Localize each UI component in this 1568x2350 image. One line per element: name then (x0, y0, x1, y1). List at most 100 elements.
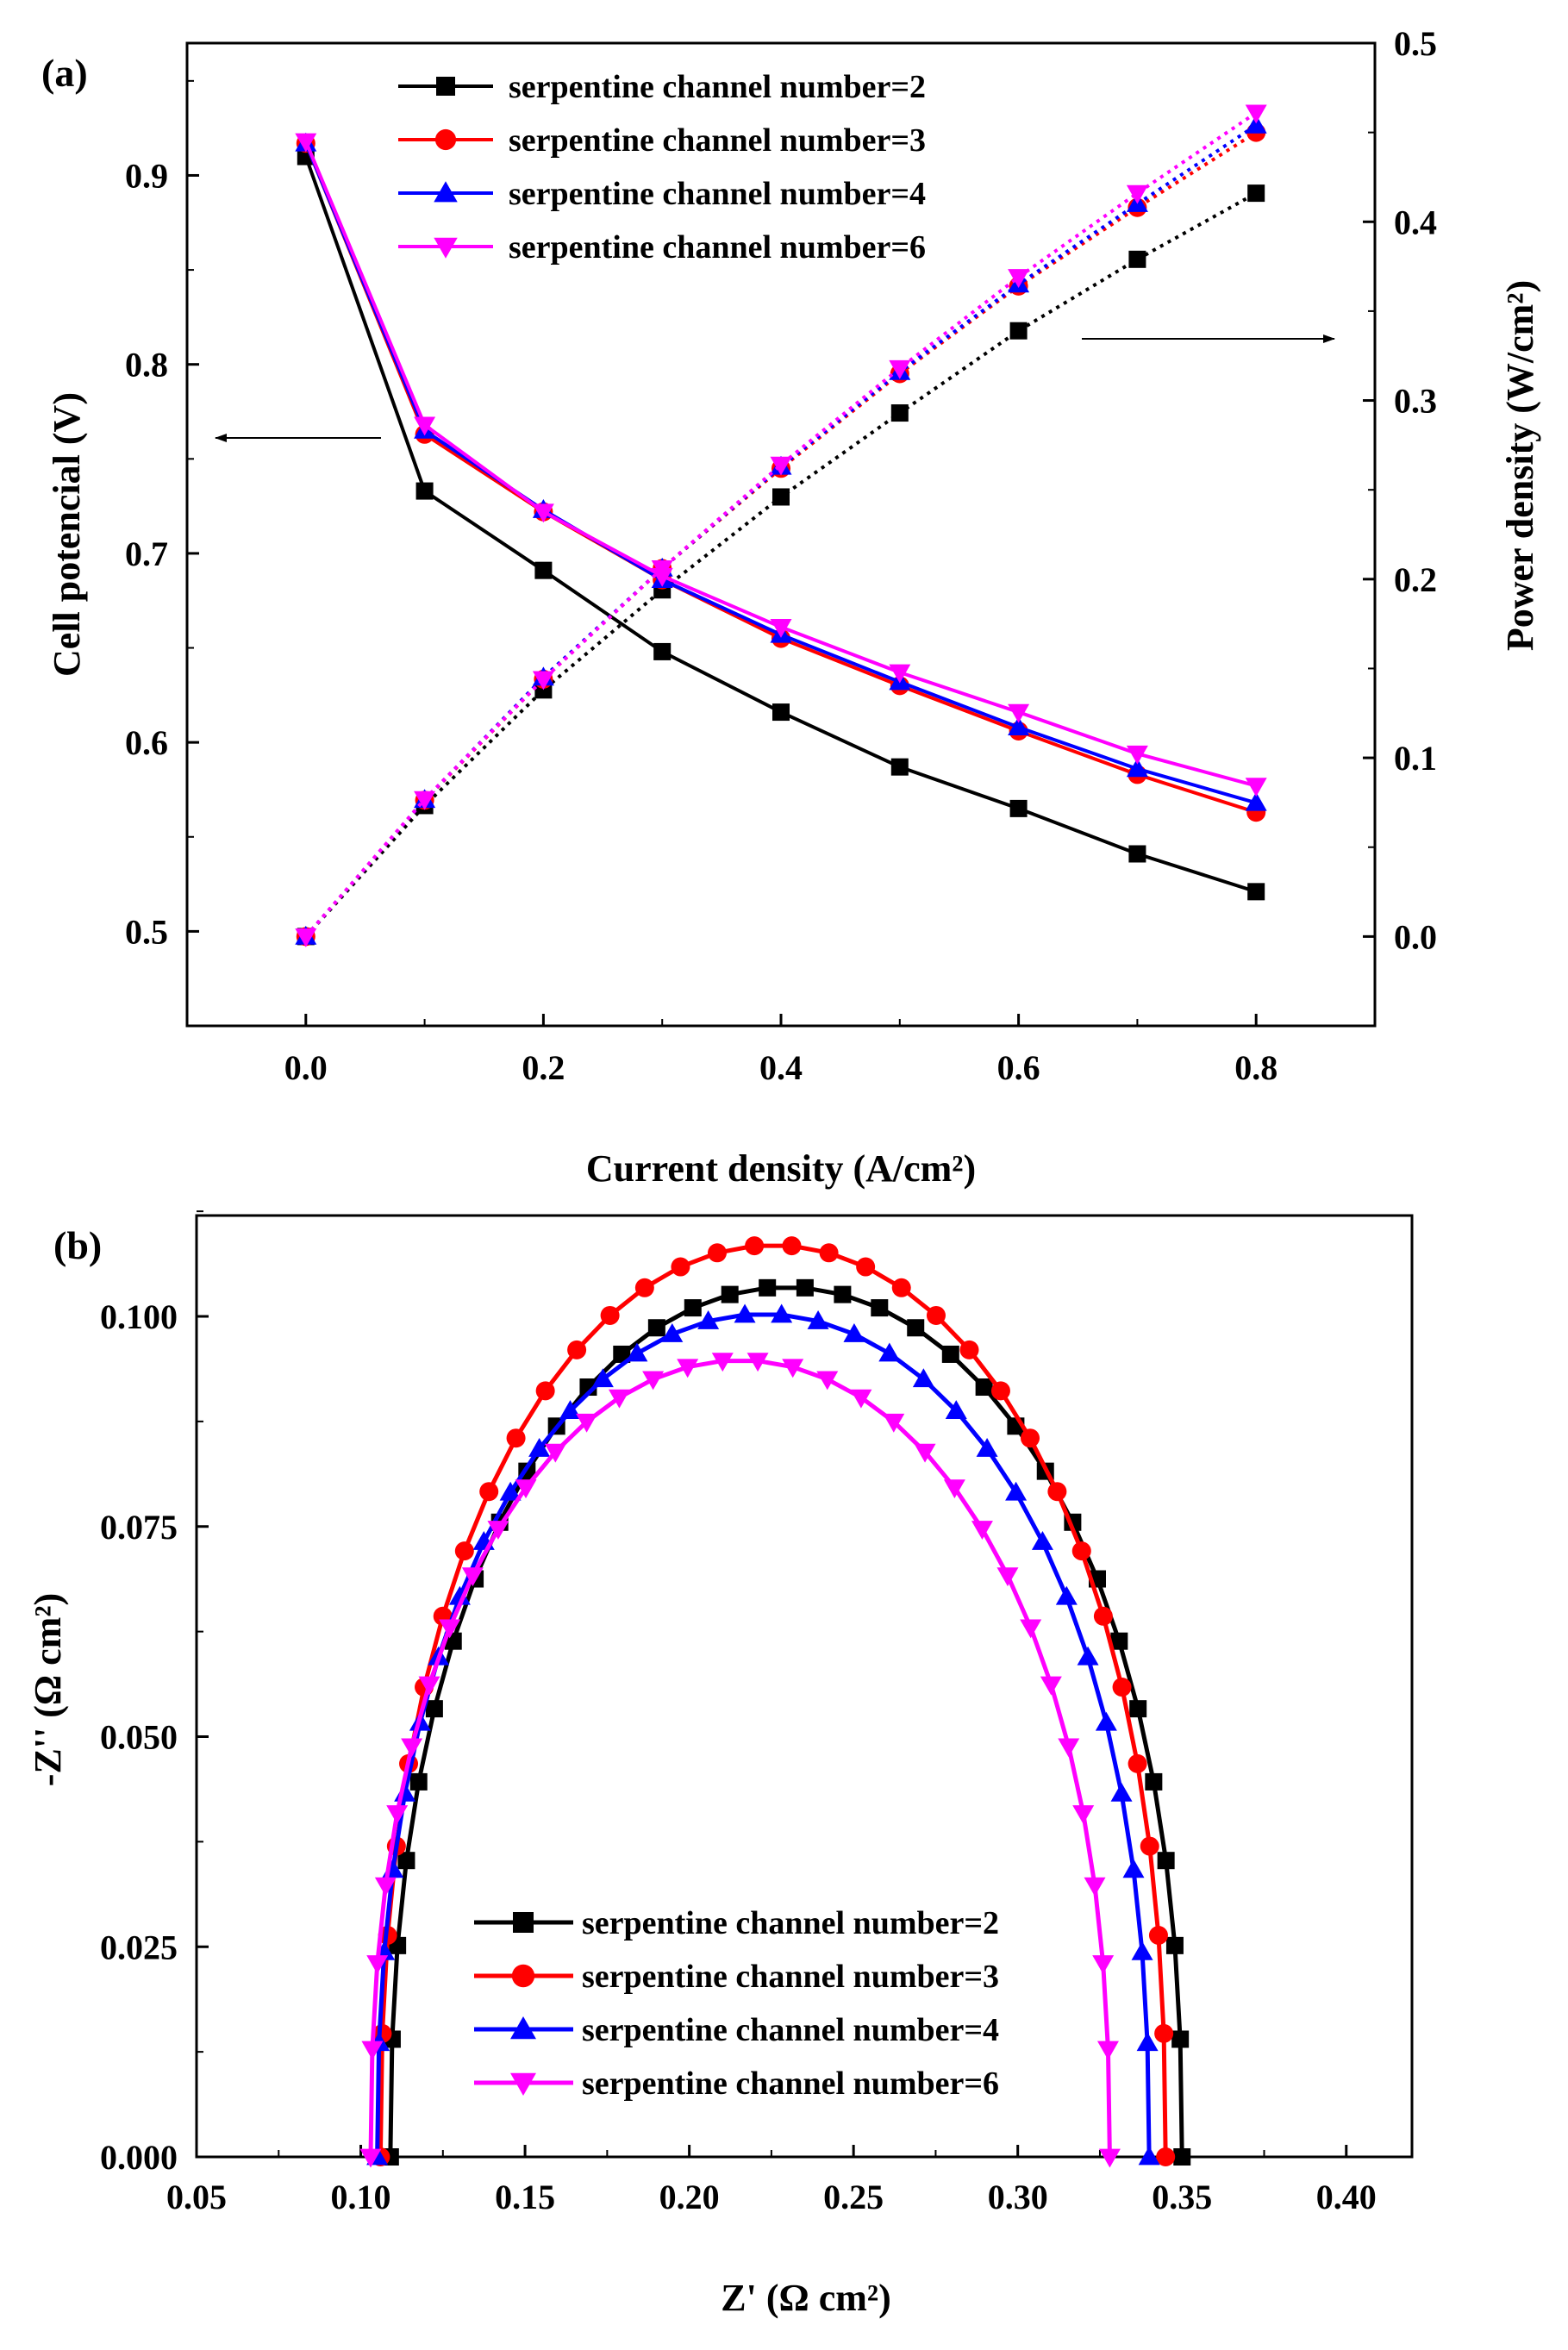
potential-line (303, 155, 1257, 894)
nyquist-point (567, 1340, 587, 1359)
nyquist-point (535, 1381, 555, 1401)
nyquist-point (1077, 1646, 1099, 1666)
nyquist-point (996, 1567, 1019, 1587)
x-tick-label: 0.40 (1316, 2178, 1377, 2216)
power-point (651, 560, 673, 579)
y2-tick-label: 0.1 (1394, 739, 1437, 778)
nyquist-point (647, 1319, 665, 1337)
nyquist-point (1136, 2032, 1159, 2052)
nyquist-point (528, 1438, 551, 1457)
panel-b-label: (b) (53, 1223, 102, 1267)
nyquist-point (506, 1428, 526, 1448)
power-point (414, 791, 436, 810)
series-s6 (295, 104, 1267, 947)
legend-marker (510, 2072, 536, 2096)
x-tick-label: 0.35 (1152, 2178, 1212, 2216)
y2-tick-label: 0.3 (1394, 382, 1437, 421)
panel-b-y-axis: 0.000 0.025 0.050 0.075 0.100 (100, 1210, 209, 2177)
panel-b-plot-frame (195, 1214, 1414, 2159)
panel-b-x-axis-title: Z' (Ω cm²) (721, 2277, 890, 2319)
nyquist-point (796, 1278, 814, 1297)
y-tick-label: 0.6 (125, 723, 168, 762)
x-tick-label: 0.2 (522, 1048, 565, 1087)
nyquist-point (661, 1323, 684, 1342)
nyquist-point (1020, 1619, 1042, 1639)
nyquist-point (807, 1310, 829, 1329)
power-line (304, 111, 1258, 938)
nyquist-point (856, 1257, 876, 1277)
nyquist-point (871, 1299, 889, 1317)
nyquist-point (883, 1413, 905, 1433)
legend-marker (434, 237, 458, 259)
nyquist-point (626, 1342, 648, 1362)
nyquist-point (559, 1400, 581, 1419)
potential-point (532, 503, 554, 523)
nyquist-point (1128, 1753, 1147, 1773)
nyquist-point (1138, 2146, 1160, 2166)
power-point (1126, 184, 1148, 204)
nyquist-point (1084, 1877, 1106, 1897)
x-tick-label: 0.6 (997, 1048, 1040, 1087)
legend-marker (510, 2016, 536, 2040)
y2-tick-label: 0.2 (1394, 560, 1437, 599)
y-tick-label: 0.025 (100, 1928, 178, 1966)
panel-b-y-axis-title: -Z'' (Ω cm²) (27, 1593, 69, 1786)
x-tick-label: 0.4 (759, 1048, 803, 1087)
x-tick-label: 0.8 (1234, 1048, 1278, 1087)
nyquist-point (1145, 1772, 1163, 1791)
x-tick-label: 0.10 (331, 2178, 391, 2216)
nyquist-line (378, 1243, 1168, 2158)
potential-point (1009, 799, 1028, 817)
potential-point (890, 758, 909, 776)
nyquist-point (850, 1389, 872, 1409)
panel-b-x-axis: 0.05 0.10 0.15 0.20 0.25 0.30 0.35 0.40 (166, 2145, 1377, 2216)
legend-label: serpentine channel number=4 (509, 176, 926, 212)
nyquist-point (971, 1521, 993, 1540)
nyquist-point (397, 1852, 415, 1870)
legend-marker (434, 181, 458, 203)
x-tick-label: 0.0 (284, 1048, 328, 1087)
panel-a-series (295, 104, 1267, 947)
nyquist-point (591, 1368, 614, 1388)
power-point (1128, 250, 1146, 268)
nyquist-point (782, 1236, 802, 1256)
power-point (1245, 114, 1267, 134)
power-point (1245, 104, 1267, 124)
nyquist-point (1154, 2023, 1174, 2043)
nyquist-point (366, 1955, 389, 1974)
nyquist-point (1110, 1632, 1128, 1650)
nyquist-point (959, 1340, 979, 1359)
nyquist-line (388, 1285, 1184, 2158)
panel-b-legend: serpentine channel number=2 serpentine ch… (474, 1905, 999, 2102)
nyquist-point (819, 1243, 839, 1263)
legend-marker (513, 1912, 534, 1933)
nyquist-point (1171, 2030, 1190, 2048)
nyquist-point (1055, 1585, 1078, 1605)
nyquist-point (1148, 1926, 1168, 1946)
nyquist-point (439, 1619, 461, 1639)
power-line (304, 191, 1258, 938)
nyquist-point (448, 1585, 471, 1605)
nyquist-point (1157, 1852, 1175, 1870)
x-tick-label: 0.30 (988, 2178, 1048, 2216)
nyquist-point (745, 1236, 765, 1256)
y-tick-label: 0.100 (100, 1297, 178, 1336)
nyquist-point (479, 1482, 499, 1502)
nyquist-point (697, 1310, 720, 1329)
potential-point (889, 664, 911, 684)
panel-a-right-y-axis-title: Power density (W/cm²) (1499, 280, 1541, 651)
legend-label: serpentine channel number=3 (582, 1959, 999, 1995)
y2-tick-label: 0.4 (1394, 203, 1437, 241)
panel-a-left-y-axis: 0.5 0.6 0.7 0.8 0.9 (125, 79, 199, 951)
nyquist-point (600, 1305, 620, 1325)
potential-point (414, 416, 436, 436)
nyquist-point (945, 1400, 967, 1419)
nyquist-point (878, 1342, 901, 1362)
panel-b-series (359, 1236, 1191, 2168)
x-tick-label: 0.20 (659, 2178, 720, 2216)
potential-point (1245, 778, 1267, 797)
potential-point (295, 133, 317, 153)
nyquist-point (677, 1359, 699, 1378)
x-tick-label: 0.25 (823, 2178, 884, 2216)
nyquist-point (891, 1278, 911, 1297)
